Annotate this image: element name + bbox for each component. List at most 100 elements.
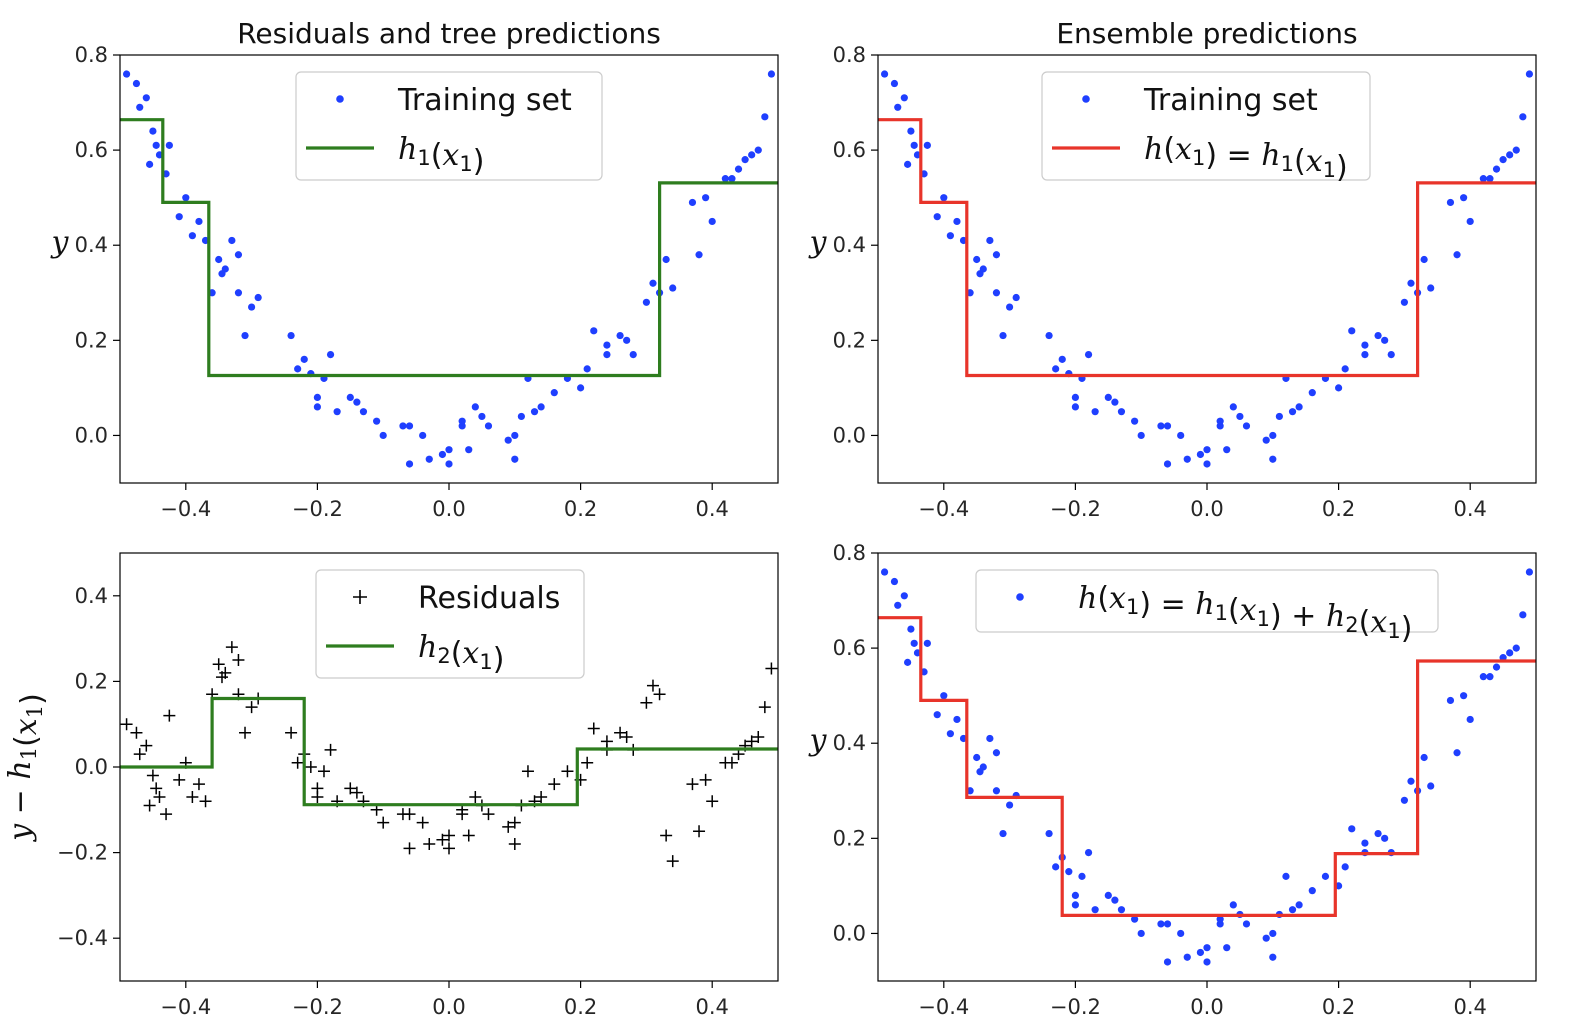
residual-marker	[173, 773, 186, 786]
data-point	[953, 715, 961, 724]
chart-panel-1: −0.4 −0.2 0.0 0.2 0.4 0.0 0.2 0.4 0.6 0.8 Residual…	[50, 17, 779, 521]
data-point	[1512, 644, 1520, 652]
data-point	[241, 331, 249, 340]
y-tick-label: −0.4	[57, 926, 108, 950]
chart-panel-2: −0.4 −0.2 0.0 0.2 0.4 0.0 0.2 0.4 0.6 0.8 Ensemble…	[808, 17, 1537, 521]
residual-marker	[640, 696, 653, 709]
data-point	[907, 127, 915, 135]
y-tick-label: 0.0	[833, 423, 866, 447]
plot-area	[120, 641, 778, 868]
data-point	[313, 393, 321, 401]
chart-panel-3: −0.4 −0.2 0.0 0.2 0.4 −0.4 −0.2 0.0 0.2 0.4 y − h1…	[3, 552, 779, 1019]
data-point	[1519, 611, 1527, 619]
legend-handle-plus	[353, 590, 367, 604]
data-point	[1131, 915, 1139, 923]
data-point	[1492, 663, 1501, 671]
data-point	[195, 217, 203, 226]
y-axis-label: y	[808, 723, 828, 758]
data-point	[1183, 953, 1191, 961]
data-point	[907, 625, 915, 633]
residual-marker	[508, 838, 521, 851]
legend-handle-points	[1016, 593, 1024, 601]
data-point	[1137, 929, 1145, 938]
data-point	[353, 398, 361, 406]
legend-handle-points	[336, 95, 344, 103]
residual-marker	[199, 795, 212, 808]
data-point	[900, 94, 908, 102]
x-tick-label: −0.2	[292, 497, 343, 521]
data-point	[215, 255, 223, 264]
legend-label: h1(x1)	[398, 132, 484, 179]
legend-frame	[1041, 71, 1371, 181]
y-tick-label: 0.2	[75, 669, 108, 693]
residual-marker	[350, 786, 363, 799]
y-tick-label: 0.0	[75, 755, 108, 779]
data-point	[1361, 839, 1369, 847]
data-point	[379, 431, 387, 440]
data-point	[234, 289, 243, 297]
data-point	[1111, 896, 1119, 904]
data-point	[1223, 944, 1231, 952]
x-tick-label: 0.0	[432, 497, 465, 521]
data-point	[537, 403, 545, 411]
data-point	[425, 455, 433, 463]
residual-marker	[502, 820, 515, 833]
data-point	[1427, 782, 1435, 790]
data-point	[1177, 929, 1185, 938]
data-point	[688, 198, 697, 207]
data-point	[946, 730, 954, 738]
data-point	[590, 327, 598, 335]
data-point	[1071, 393, 1079, 401]
data-point	[910, 639, 918, 647]
data-point	[1111, 398, 1119, 406]
data-point	[1308, 389, 1316, 397]
data-point	[484, 422, 493, 430]
data-point	[1295, 901, 1303, 909]
data-point	[973, 753, 981, 762]
data-point	[662, 255, 670, 264]
data-point	[1203, 446, 1211, 454]
data-point	[373, 417, 381, 425]
residual-marker	[146, 769, 159, 782]
legend-label: Training set	[1143, 83, 1318, 118]
data-point	[1519, 113, 1527, 121]
residual-marker	[311, 782, 324, 795]
data-point	[1269, 455, 1277, 463]
x-tick-label: 0.4	[1453, 497, 1486, 521]
data-point	[1341, 863, 1349, 871]
data-point	[992, 749, 1001, 757]
residual-marker	[212, 658, 225, 671]
data-point	[923, 141, 931, 149]
legend-label: Training set	[397, 83, 572, 118]
y-tick-label: 0.0	[75, 423, 108, 447]
data-point	[1282, 872, 1290, 880]
residual-marker	[324, 743, 337, 756]
data-point	[708, 217, 716, 226]
chart-panel-4: −0.4 −0.2 0.0 0.2 0.4 0.0 0.2 0.4 0.6 0.8 y h(x1) =…	[808, 541, 1537, 1019]
residual-marker	[620, 731, 633, 744]
data-point	[734, 165, 743, 173]
data-point	[649, 279, 657, 287]
x-tick-label: 0.0	[1190, 995, 1223, 1019]
data-point	[1104, 891, 1112, 900]
residual-marker	[163, 709, 176, 722]
plot-area	[878, 70, 1536, 468]
chart-title: Ensemble predictions	[1056, 17, 1357, 50]
data-point	[438, 450, 447, 459]
residual-marker	[765, 662, 778, 675]
data-point	[1045, 331, 1053, 340]
data-point	[1229, 901, 1237, 909]
residual-marker	[614, 726, 627, 739]
residual-marker	[469, 790, 482, 803]
y-tick-label: 0.6	[833, 138, 866, 162]
data-point	[132, 79, 141, 88]
data-point	[979, 265, 987, 273]
residual-marker	[745, 735, 758, 748]
data-point	[577, 384, 585, 392]
data-point	[149, 127, 157, 135]
data-point	[1335, 384, 1343, 392]
y-tick-label: 0.4	[833, 233, 866, 257]
data-point	[1262, 436, 1270, 444]
data-point	[1203, 460, 1211, 468]
x-tick-label: −0.2	[1050, 497, 1101, 521]
